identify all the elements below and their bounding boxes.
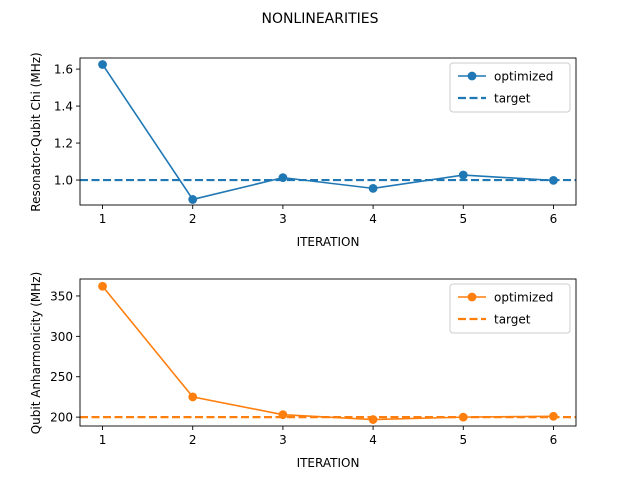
axes-frame-chi [79,57,577,206]
data-point-chi [368,183,378,193]
legend-optimized-label: optimized [494,70,553,84]
x-tick-label: 1 [99,433,107,447]
figure-title: NONLINEARITIES [261,11,378,27]
x-tick-label: 5 [459,433,467,447]
data-point-anharmonicity [188,392,198,402]
legend-optimized-marker [467,71,477,81]
x-tick-label: 2 [189,212,197,226]
x-tick-label: 4 [369,212,377,226]
subplot-anharmonicity: Qubit Anharmonicity (MHz) ITERATION 1 2 3 4… [29,272,577,470]
axes-frame-anharmonicity [79,278,577,427]
legend-target-label: target [494,92,531,106]
data-point-chi [278,173,288,183]
x-axis-label-anharmonicity: ITERATION [297,456,360,470]
legend-chi: optimized target [449,62,571,113]
y-tick-label: 1.0 [54,174,73,188]
data-point-anharmonicity [368,415,378,424]
x-tick-label: 5 [459,212,467,226]
y-tick-label: 350 [50,289,73,303]
y-tick-label: 250 [50,370,73,384]
x-axis-label-chi: ITERATION [297,235,360,249]
data-point-chi [458,170,468,180]
subplot-chi: Resonator-Qubit Chi (MHz) ITERATION 1 2 3 4… [29,52,577,249]
y-axis-label-anharmonicity: Qubit Anharmonicity (MHz) [29,272,43,435]
x-tick-label: 4 [369,433,377,447]
data-point-anharmonicity [458,412,468,422]
y-tick-label: 1.2 [54,137,73,151]
optimized-line-anharmonicity [101,285,554,421]
y-tick-label: 1.4 [54,100,73,114]
x-tick-label: 6 [550,212,558,226]
x-tick-label: 3 [279,212,287,226]
y-axis-label-chi: Resonator-Qubit Chi (MHz) [29,52,43,211]
x-tick-label: 2 [189,433,197,447]
data-point-anharmonicity [549,411,558,421]
data-point-chi [188,195,198,204]
y-tick-label: 1.6 [54,63,73,77]
legend-optimized-marker [467,292,477,302]
x-tick-label: 6 [550,433,558,447]
data-point-anharmonicity [98,281,107,291]
optimized-line-chi [101,64,554,201]
x-tick-label: 1 [99,212,107,226]
data-point-chi [549,176,558,185]
data-point-anharmonicity [278,410,288,420]
legend-anharmonicity: optimized target [449,283,571,334]
x-tick-label: 3 [279,433,287,447]
legend-target-label: target [494,313,531,327]
data-point-chi [98,60,107,69]
y-tick-label: 300 [50,330,73,344]
y-tick-label: 200 [50,411,73,425]
legend-optimized-label: optimized [494,291,553,305]
